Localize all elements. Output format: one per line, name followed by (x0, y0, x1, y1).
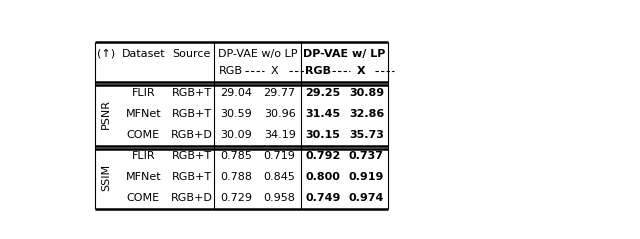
Text: 30.09: 30.09 (220, 130, 252, 140)
Text: 0.719: 0.719 (264, 151, 296, 161)
Text: RGB: RGB (305, 66, 331, 76)
Text: 0.729: 0.729 (220, 193, 252, 203)
Text: 29.04: 29.04 (220, 88, 252, 98)
Text: (↑): (↑) (97, 49, 115, 59)
Text: MFNet: MFNet (125, 172, 161, 182)
Text: 29.25: 29.25 (305, 88, 340, 98)
Text: 30.59: 30.59 (220, 109, 252, 119)
Text: Dataset: Dataset (122, 49, 165, 59)
Text: RGB+D: RGB+D (171, 130, 212, 140)
Text: FLIR: FLIR (131, 151, 155, 161)
Text: RGB+T: RGB+T (172, 88, 212, 98)
Text: 30.89: 30.89 (349, 88, 384, 98)
Text: FLIR: FLIR (131, 88, 155, 98)
Text: PSNR: PSNR (101, 99, 111, 129)
Text: 30.96: 30.96 (264, 109, 296, 119)
Text: RGB: RGB (220, 66, 243, 76)
Text: 30.15: 30.15 (306, 130, 340, 140)
Text: 0.958: 0.958 (264, 193, 296, 203)
Text: Source: Source (172, 49, 211, 59)
Text: X: X (357, 66, 366, 76)
Text: 29.77: 29.77 (264, 88, 296, 98)
Text: 0.974: 0.974 (349, 193, 384, 203)
Text: COME: COME (127, 130, 160, 140)
Text: 0.788: 0.788 (220, 172, 252, 182)
Text: 31.45: 31.45 (305, 109, 340, 119)
Text: RGB+T: RGB+T (172, 172, 212, 182)
Text: 32.86: 32.86 (349, 109, 384, 119)
Text: 0.792: 0.792 (305, 151, 340, 161)
Text: RGB+T: RGB+T (172, 151, 212, 161)
Text: RGB+D: RGB+D (171, 193, 212, 203)
Text: DP-VAE w/ LP: DP-VAE w/ LP (303, 49, 385, 59)
Text: RGB+T: RGB+T (172, 109, 212, 119)
Text: 0.749: 0.749 (305, 193, 340, 203)
Text: X: X (271, 66, 278, 76)
Text: 0.800: 0.800 (306, 172, 340, 182)
Text: 0.919: 0.919 (349, 172, 384, 182)
Text: SSIM: SSIM (101, 164, 111, 191)
Text: MFNet: MFNet (125, 109, 161, 119)
Text: 0.845: 0.845 (264, 172, 296, 182)
Text: DP-VAE w/o LP: DP-VAE w/o LP (218, 49, 297, 59)
Text: 0.785: 0.785 (220, 151, 252, 161)
Text: COME: COME (127, 193, 160, 203)
Text: 0.737: 0.737 (349, 151, 384, 161)
Text: 34.19: 34.19 (264, 130, 296, 140)
Text: 35.73: 35.73 (349, 130, 384, 140)
